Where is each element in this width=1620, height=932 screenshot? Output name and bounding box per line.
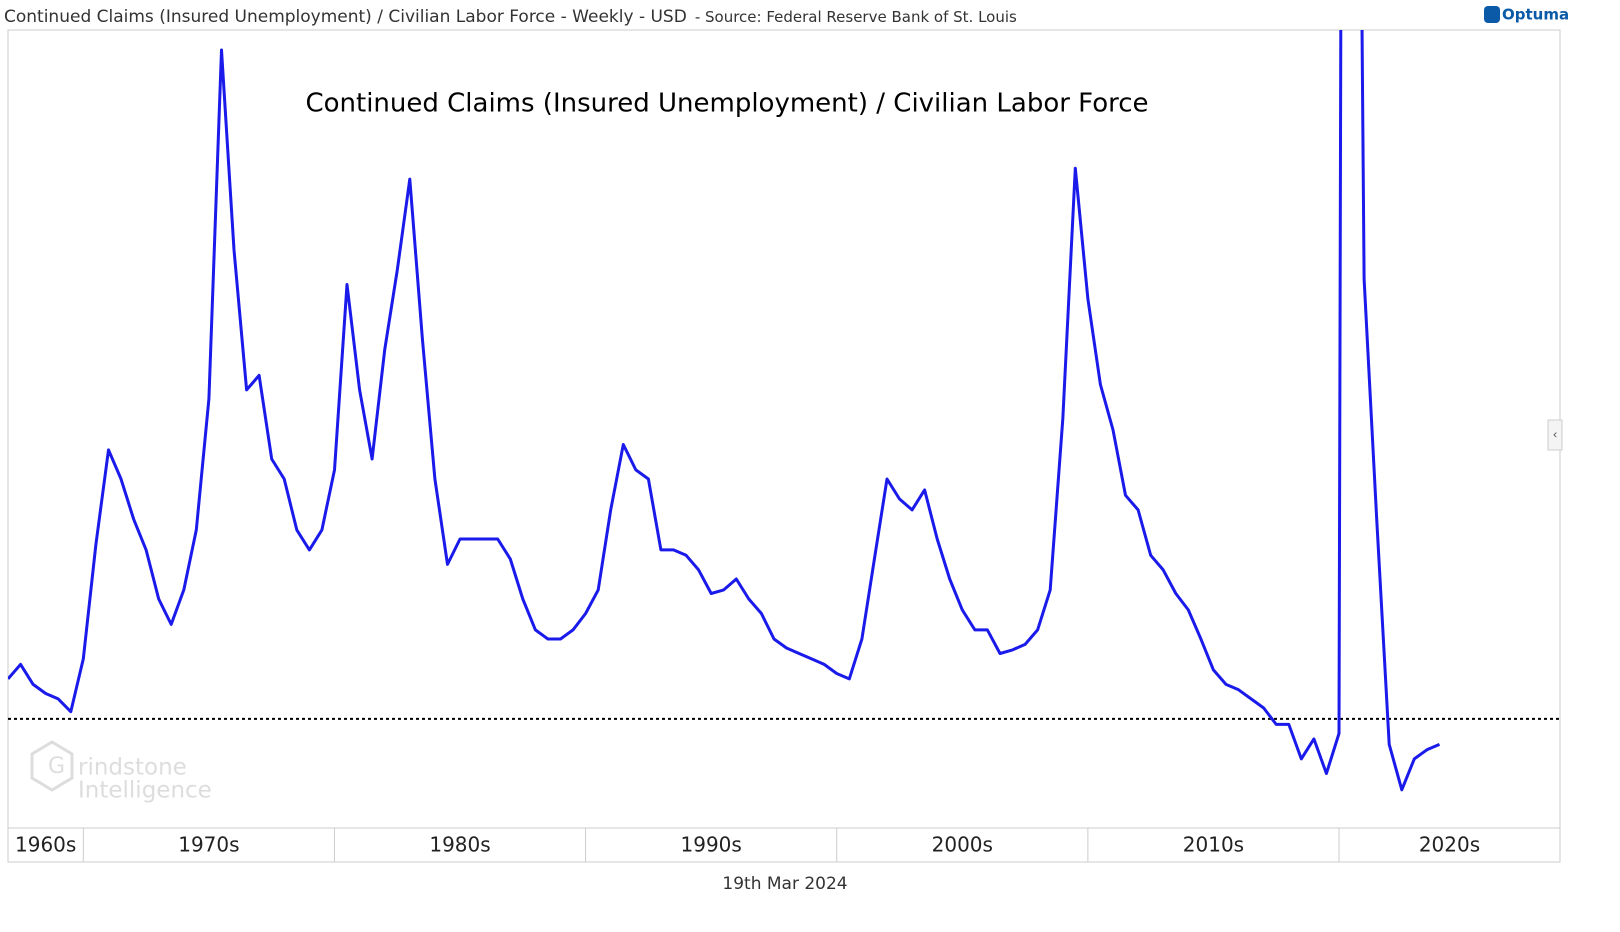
watermark-g: G [48,754,65,779]
footer-date: 19th Mar 2024 [722,874,847,894]
x-tick-label: 1960s [15,833,76,857]
x-tick-label: 2020s [1419,833,1480,857]
header-title-text: Continued Claims (Insured Unemployment) … [4,7,687,27]
data-line [8,30,1441,792]
x-tick-label: 1980s [429,833,490,857]
chart-title: Continued Claims (Insured Unemployment) … [305,89,1148,119]
header-title: Continued Claims (Insured Unemployment) … [4,7,1017,27]
logo: Optuma [1502,6,1569,24]
side-tab[interactable] [1547,419,1563,451]
x-tick-label: 2000s [932,833,993,857]
x-tick-label: 1990s [681,833,742,857]
watermark-line: Intelligence [78,778,212,804]
watermark-icon [30,740,74,792]
x-tick-label: 2010s [1183,833,1244,857]
watermark-line: rindstone [78,755,187,781]
logo-icon [1484,6,1500,23]
header-source: - Source: Federal Reserve Bank of St. Lo… [695,8,1017,26]
plot-frame [7,29,1561,863]
side-tab-arrow[interactable]: ‹ [1553,428,1558,442]
x-tick-label: 1970s [178,833,239,857]
